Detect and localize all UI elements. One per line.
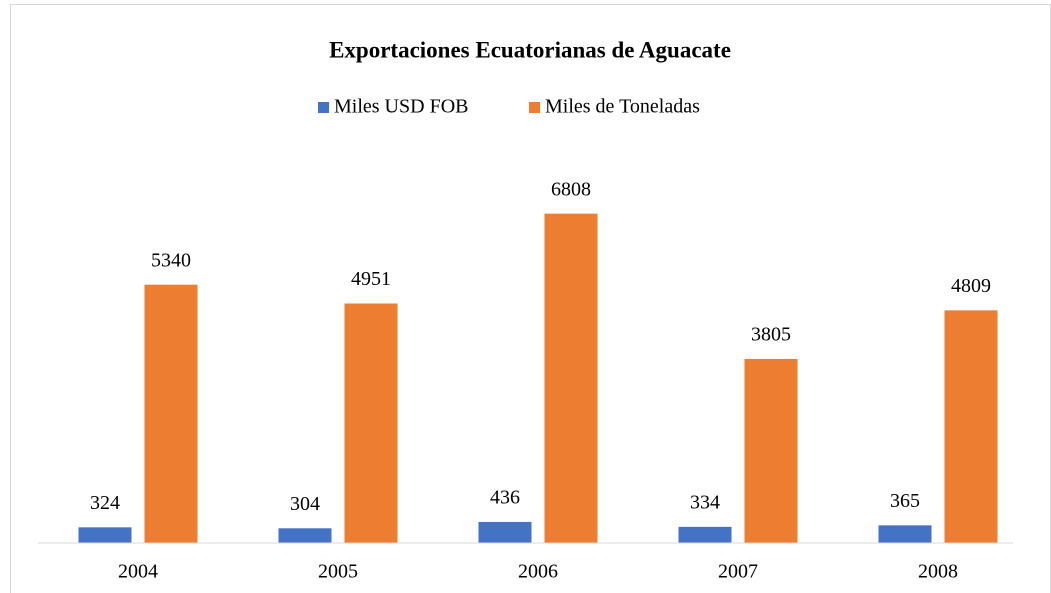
legend-label: Miles de Toneladas [545, 96, 700, 118]
bar [544, 213, 598, 543]
x-tick-label: 2007 [718, 561, 758, 583]
bar [678, 526, 732, 543]
data-label: 6808 [551, 178, 591, 200]
chart-title: Exportaciones Ecuatorianas de Aguacate [329, 37, 731, 62]
data-label: 4951 [351, 268, 391, 290]
bar [744, 358, 798, 543]
data-label: 334 [690, 491, 720, 513]
x-tick-label: 2004 [118, 561, 158, 583]
data-label: 4809 [951, 275, 991, 297]
data-label: 304 [290, 493, 320, 515]
x-tick-label: 2005 [318, 561, 358, 583]
data-label: 324 [90, 492, 120, 514]
data-label: 5340 [151, 249, 191, 271]
legend-label: Miles USD FOB [334, 96, 468, 118]
bar [144, 284, 198, 543]
bar [944, 310, 998, 543]
data-label: 436 [490, 487, 520, 509]
legend-swatch [318, 102, 329, 113]
legend-swatch [529, 102, 540, 113]
bar [278, 528, 332, 543]
x-tick-label: 2008 [918, 561, 958, 583]
x-tick-label: 2006 [518, 561, 558, 583]
bar [878, 525, 932, 543]
bar [78, 527, 132, 543]
data-label: 3805 [751, 324, 791, 346]
bar [478, 521, 532, 543]
data-label: 365 [890, 490, 920, 512]
bar [344, 303, 398, 543]
